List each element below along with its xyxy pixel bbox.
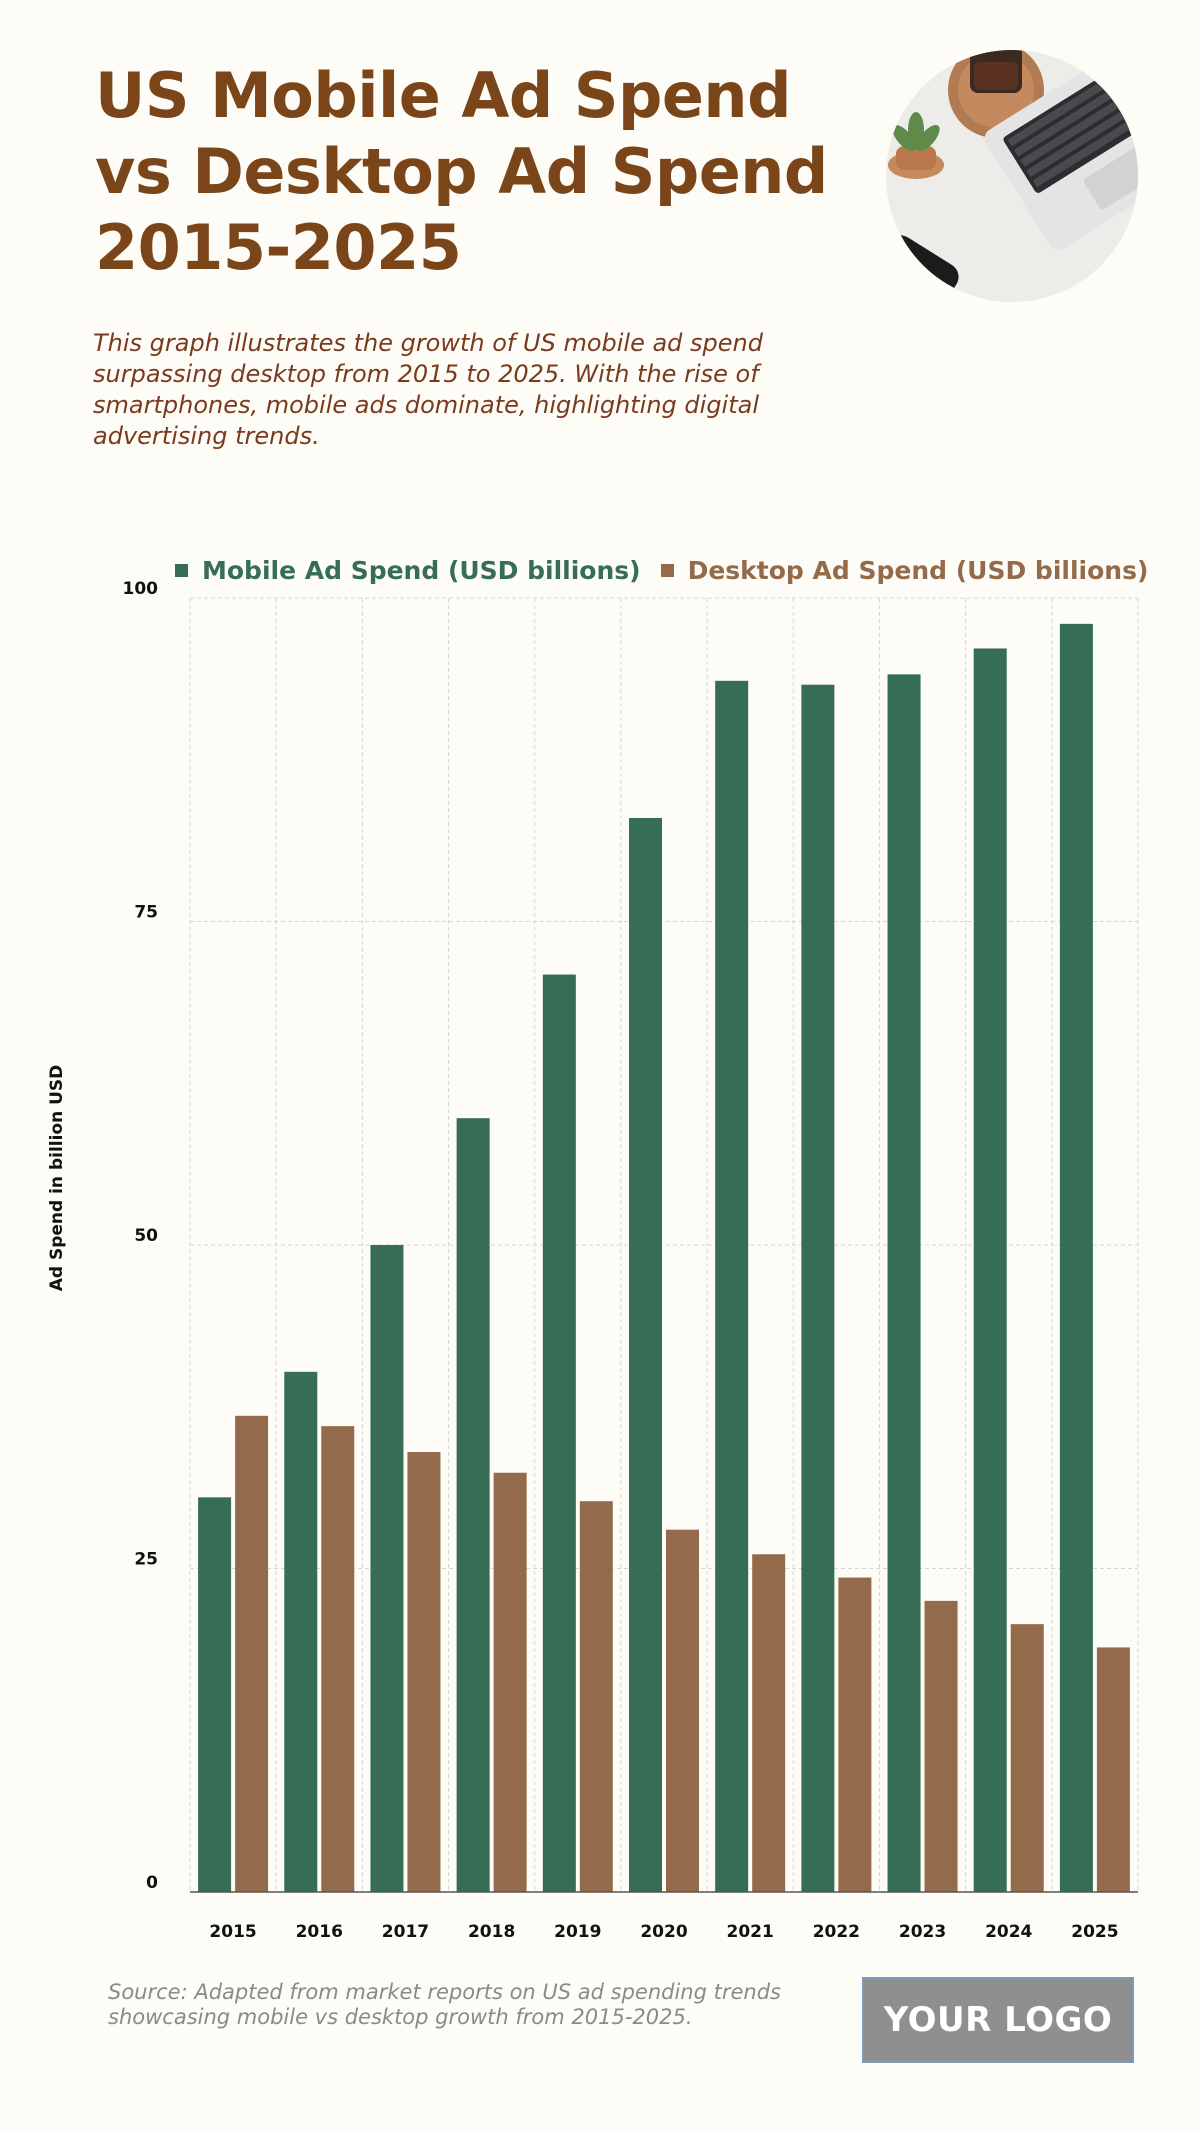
legend-swatch-desktop [660, 563, 674, 577]
bars [198, 623, 1130, 1893]
x-tick-label: 2024 [985, 1922, 1032, 1942]
x-tick-label: 2016 [296, 1922, 343, 1942]
bar-mobile [284, 1371, 318, 1892]
bar-desktop [1010, 1624, 1044, 1892]
page-title: US Mobile Ad Spend vs Desktop Ad Spend 2… [95, 59, 828, 284]
x-tick-label: 2017 [382, 1922, 429, 1942]
bar-desktop [838, 1577, 872, 1892]
y-tick-label: 100 [123, 579, 159, 599]
bar-mobile [456, 1118, 490, 1892]
x-tick-label: 2019 [554, 1922, 601, 1942]
y-tick-label: 75 [134, 903, 158, 923]
bar-mobile [887, 674, 921, 1893]
bar-mobile [542, 974, 576, 1892]
x-tick-label: 2021 [727, 1922, 774, 1942]
bar-mobile [801, 684, 835, 1892]
bar-desktop [321, 1426, 355, 1892]
bar-desktop [1096, 1647, 1130, 1892]
legend-swatch-mobile [175, 563, 188, 577]
y-axis-title: Ad Spend in billion USD [47, 1065, 67, 1292]
x-tick-label: 2018 [468, 1922, 515, 1942]
bar-mobile [370, 1245, 404, 1892]
bar-desktop [752, 1554, 786, 1892]
x-tick-label: 2020 [640, 1922, 687, 1942]
y-tick-label: 50 [134, 1226, 158, 1246]
bar-desktop [924, 1600, 958, 1892]
axes: 0 25 50 75 100 2015 2016 2017 2018 2019 2020 2021 20… [123, 579, 1138, 1942]
bar-mobile [1059, 623, 1093, 1892]
x-tick-label: 2025 [1071, 1922, 1118, 1942]
bar-desktop [235, 1415, 269, 1892]
chart-description: This graph illustrates the growth of US … [93, 329, 763, 450]
x-tick-label: 2015 [209, 1922, 256, 1942]
bar-desktop [666, 1529, 699, 1892]
x-tick-label: 2022 [813, 1922, 860, 1942]
bar-desktop [493, 1472, 527, 1892]
x-tick-label: 2023 [899, 1922, 946, 1942]
logo-placeholder: YOUR LOGO [862, 1977, 1134, 2063]
source-note: Source: Adapted from market reports on U… [108, 1980, 781, 2029]
legend-item-mobile: Mobile Ad Spend (USD billions) [175, 556, 641, 585]
legend-item-desktop: Desktop Ad Spend (USD billions) [660, 555, 1149, 585]
chart-legend: Mobile Ad Spend (USD billions) Desktop A… [175, 552, 1148, 588]
y-tick-label: 0 [146, 1873, 158, 1893]
bar-mobile [715, 680, 749, 1893]
bar-desktop [407, 1452, 441, 1892]
y-tick-label: 25 [134, 1550, 158, 1570]
bar-mobile [973, 648, 1007, 1892]
legend-label-desktop: Desktop Ad Spend (USD billions) [687, 555, 1149, 585]
bar-mobile [198, 1497, 232, 1892]
legend-label-mobile: Mobile Ad Spend (USD billions) [202, 555, 641, 585]
bar-desktop [579, 1501, 613, 1892]
bar-mobile [629, 817, 662, 1892]
logo-text: YOUR LOGO [883, 2000, 1113, 2040]
